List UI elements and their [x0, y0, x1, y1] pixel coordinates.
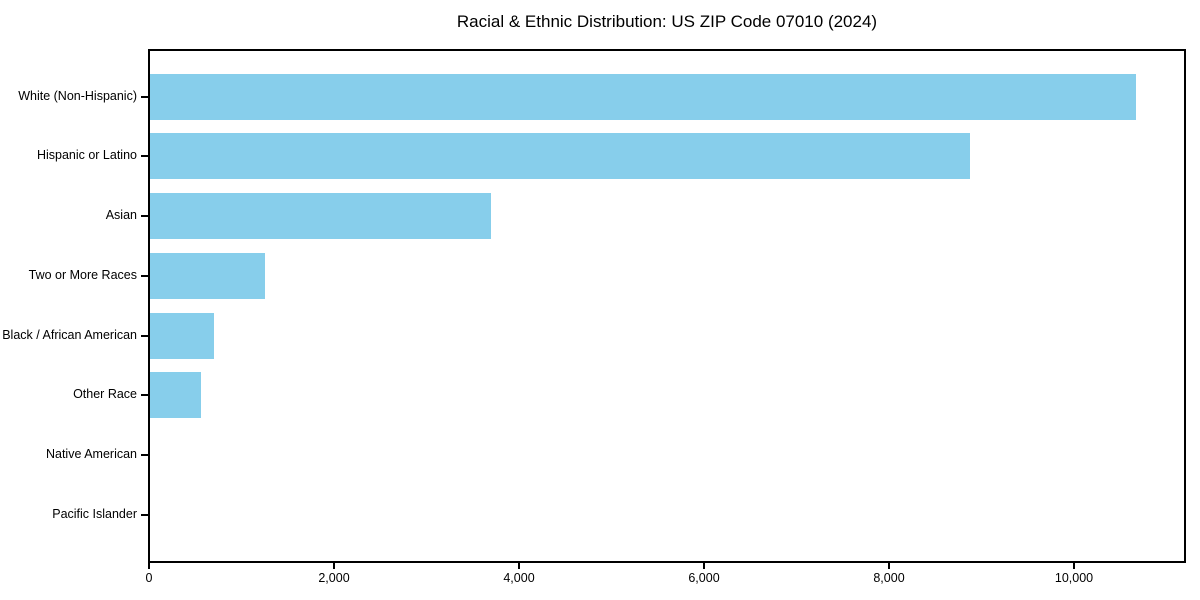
y-axis-label: Hispanic or Latino — [36, 148, 137, 163]
y-tick — [141, 215, 148, 217]
y-tick — [141, 513, 148, 516]
y-axis-label: Two or More Races — [28, 267, 137, 282]
y-tick — [141, 454, 148, 456]
x-tick-label: 6,000 — [688, 571, 720, 585]
x-tick — [1073, 562, 1075, 569]
bar — [149, 312, 214, 359]
x-tick-label: 8,000 — [873, 571, 905, 585]
x-tick — [888, 562, 890, 569]
x-tick-label: 4,000 — [503, 571, 535, 585]
y-axis-label: Black / African American — [2, 327, 137, 342]
x-tick-label: 10,000 — [1054, 571, 1094, 585]
x-tick — [333, 562, 335, 569]
y-axis-label: Native American — [45, 447, 137, 461]
bar — [149, 252, 265, 299]
y-axis-label: White (Non-Hispanic) — [18, 88, 137, 103]
y-axis-label: Asian — [105, 208, 137, 222]
y-tick — [141, 155, 148, 158]
y-axis-label: Other Race — [73, 387, 137, 402]
x-tick — [703, 562, 705, 569]
x-tick — [148, 562, 150, 569]
bar — [149, 372, 201, 419]
bar — [149, 193, 492, 239]
y-tick — [141, 95, 148, 98]
plot-area: White (Non-Hispanic) Hispanic or Latino As… — [2, 50, 1185, 585]
x-tick-label: 0 — [145, 571, 153, 585]
y-tick — [141, 394, 148, 397]
x-tick — [518, 562, 520, 569]
y-tick — [141, 334, 148, 337]
y-tick — [141, 274, 148, 277]
x-tick-label: 2,000 — [318, 571, 350, 585]
y-axis-label: Pacific Islander — [52, 506, 137, 521]
bar — [149, 133, 971, 180]
bar — [149, 73, 1136, 120]
chart-title: Racial & Ethnic Distribution: US ZIP Cod… — [456, 12, 878, 31]
